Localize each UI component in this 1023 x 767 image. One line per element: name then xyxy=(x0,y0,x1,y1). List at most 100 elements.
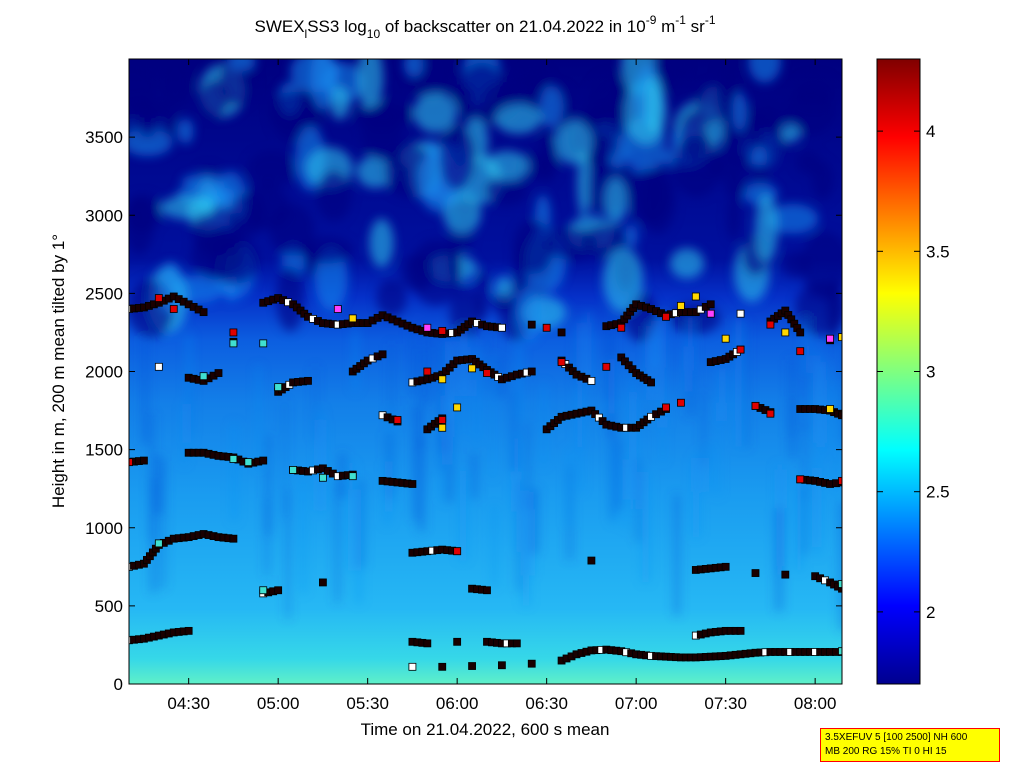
y-tick-label: 2000 xyxy=(85,363,123,382)
colored-marker xyxy=(662,312,670,321)
heatmap-blob xyxy=(129,128,173,157)
heatmap-streak xyxy=(474,347,481,444)
colored-marker xyxy=(229,455,238,463)
layer-marker-layer-600 xyxy=(319,578,327,587)
colored-marker xyxy=(423,367,432,376)
heatmap-streak xyxy=(718,368,726,421)
heatmap-blob xyxy=(751,145,768,166)
heatmap-blob xyxy=(299,236,354,264)
heatmap-streak xyxy=(624,459,630,529)
heatmap-blob xyxy=(269,91,323,129)
heatmap-blob xyxy=(316,169,352,222)
colored-marker xyxy=(453,403,462,412)
colored-marker xyxy=(542,323,551,332)
colored-marker xyxy=(229,339,238,348)
heatmap-streak xyxy=(611,442,618,524)
heatmap-streak xyxy=(470,453,478,500)
colored-marker xyxy=(557,358,566,367)
heatmap-streak xyxy=(744,322,749,448)
colored-marker xyxy=(796,475,805,484)
layer-marker-layer-2000 xyxy=(527,367,536,376)
heatmap-streak xyxy=(154,454,163,515)
layer-marker-layer-top xyxy=(199,308,208,317)
heatmap-streak xyxy=(628,374,634,500)
heatmap-streak xyxy=(803,423,808,497)
colored-marker xyxy=(154,294,163,302)
heatmap-streak xyxy=(389,343,394,424)
layer-marker-layer-600 xyxy=(274,586,283,595)
chart-title: SWEXlSS3 log10 of backscatter on 21.04.2… xyxy=(254,13,715,41)
x-axis: 04:30 05:00 05:30 06:00 06:30 07:00 07:30 08:00 xyxy=(167,59,836,713)
heatmap-blob xyxy=(732,91,747,132)
layer-marker-layer-300 xyxy=(423,639,432,648)
heatmap-streak xyxy=(734,318,743,447)
heatmap-texture xyxy=(129,59,842,631)
heatmap-streak xyxy=(491,354,495,479)
heatmap-streak xyxy=(633,391,638,510)
colored-marker xyxy=(838,580,842,588)
layer-marker-layer-900 xyxy=(587,556,596,565)
heatmap-blob xyxy=(754,194,779,263)
heatmap-streak xyxy=(149,413,155,541)
x-tick-label: 07:00 xyxy=(615,694,658,713)
layer-marker-layer-2000 xyxy=(587,376,596,385)
heatmap-streak xyxy=(774,507,783,612)
heatmap-blob xyxy=(604,177,628,224)
heatmap-blob xyxy=(129,194,162,232)
heatmap-streak xyxy=(487,331,491,391)
heatmap-streak xyxy=(384,461,391,525)
plot-area xyxy=(129,59,842,684)
heatmap-blob xyxy=(513,219,554,275)
heatmap-blob xyxy=(727,196,741,241)
colorbar-tick-label: 3.5 xyxy=(926,242,950,261)
heatmap-blob xyxy=(160,59,192,109)
heatmap-blob xyxy=(811,161,834,200)
heatmap-blob xyxy=(539,85,564,128)
y-axis-label: Height in m, 200 m mean tilted by 1° xyxy=(49,234,68,508)
layer-marker-layer-900 xyxy=(229,534,238,543)
heatmap-streak xyxy=(641,472,650,583)
heatmap-streak xyxy=(161,461,166,589)
y-tick-label: 1000 xyxy=(85,519,123,538)
heatmap-streak xyxy=(575,322,584,448)
heatmap-streak xyxy=(687,316,695,417)
heatmap-blob xyxy=(669,248,705,279)
y-tick-label: 0 xyxy=(114,675,123,694)
x-tick-label: 05:30 xyxy=(346,694,389,713)
layer-marker-layer-900 xyxy=(751,569,760,577)
heatmap-streak xyxy=(282,400,287,519)
colored-marker xyxy=(838,476,842,485)
heatmap-streak xyxy=(513,428,519,552)
layer-marker-layer-300 xyxy=(453,637,462,646)
layer-marker-layer-base xyxy=(498,661,506,670)
layer-marker-layer-base xyxy=(408,662,417,671)
layer-marker-layer-2000 xyxy=(214,369,223,377)
heatmap-streak xyxy=(691,457,700,538)
layer-marker-layer-2000 xyxy=(304,376,312,385)
heatmap-streak xyxy=(841,342,842,445)
layer-marker-layer-1400 xyxy=(140,456,148,465)
colored-marker xyxy=(602,362,611,371)
heatmap-streak xyxy=(440,442,444,501)
layer-marker-layer-base xyxy=(468,662,476,670)
colored-marker xyxy=(229,328,238,337)
x-tick-label: 06:00 xyxy=(436,694,479,713)
heatmap-streak xyxy=(141,335,149,445)
heatmap-streak xyxy=(788,359,796,459)
layer-marker-layer-2000 xyxy=(378,350,387,359)
y-tick-label: 3000 xyxy=(85,206,123,225)
y-tick-label: 500 xyxy=(95,597,123,616)
heatmap-streak xyxy=(696,451,702,492)
heatmap-streak xyxy=(795,482,803,571)
heatmap-streak xyxy=(511,391,518,472)
colored-marker xyxy=(289,466,297,474)
heatmap-blob xyxy=(494,103,542,134)
colored-marker xyxy=(691,292,700,301)
heatmap-blob xyxy=(135,96,160,139)
heatmap-blob xyxy=(269,204,315,256)
heatmap-streak xyxy=(424,327,432,404)
heatmap-blob xyxy=(177,118,194,144)
heatmap-blob xyxy=(645,75,663,133)
heatmap-streak xyxy=(661,416,665,463)
